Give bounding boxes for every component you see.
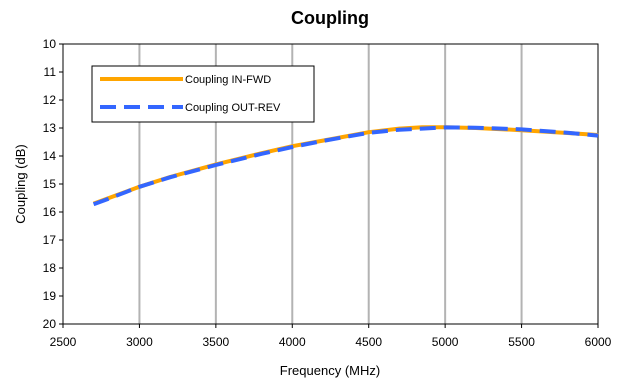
y-tick-label: 11 [44,65,57,79]
y-tick-label: 10 [43,37,57,51]
y-tick-label: 19 [43,289,57,303]
axis-ticks: 2500 3000 3500 4000 4500 5000 5500 6000 10 11 12 13… [43,37,612,349]
y-tick-label: 20 [43,317,57,331]
x-tick-label: 5500 [508,335,535,349]
x-tick-label: 6000 [585,335,612,349]
chart-title: Coupling [291,8,369,28]
x-tick-label: 4500 [355,335,382,349]
x-axis-label: Frequency (MHz) [280,363,380,378]
y-tick-label: 12 [43,93,57,107]
y-axis-label: Coupling (dB) [13,144,28,224]
legend-label-in-fwd: Coupling IN-FWD [185,74,271,86]
x-tick-label: 3000 [126,335,153,349]
y-tick-label: 13 [43,121,57,135]
legend: Coupling IN-FWD Coupling OUT-REV [91,65,315,123]
series-line-out-rev [92,125,599,207]
y-tick-label: 15 [43,177,57,191]
x-tick-label: 2500 [50,335,77,349]
y-tick-label: 14 [43,149,57,163]
x-tick-label: 3500 [203,335,230,349]
legend-label-out-rev: Coupling OUT-REV [185,102,281,114]
y-tick-label: 16 [43,205,57,219]
x-tick-label: 4000 [279,335,306,349]
y-tick-label: 18 [43,261,57,275]
y-tick-label: 17 [43,233,57,247]
legend-box [91,65,315,123]
series-lines [92,125,599,207]
x-tick-label: 5000 [432,335,459,349]
